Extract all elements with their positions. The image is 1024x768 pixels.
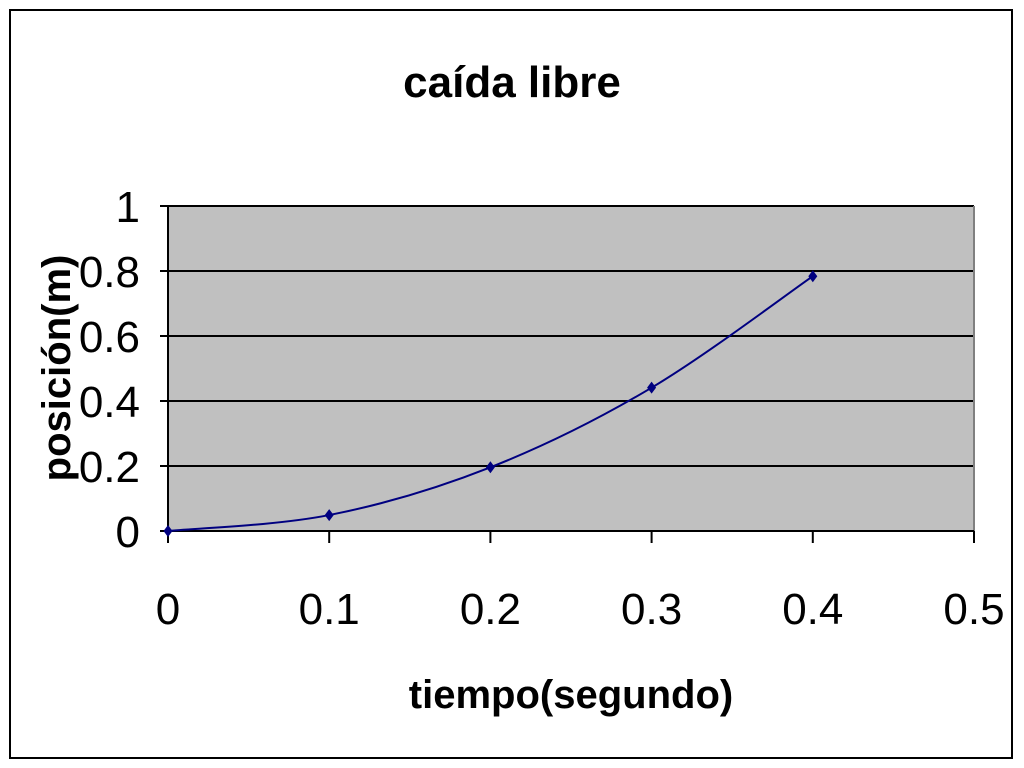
x-tick-label-4: 0.4 xyxy=(782,585,843,634)
x-tick-label-0: 0 xyxy=(156,585,180,634)
data-point-0-0 xyxy=(163,525,173,537)
series-line-0 xyxy=(167,275,814,532)
data-point-0-2 xyxy=(485,461,495,474)
y-tick-label-4: 0.8 xyxy=(79,248,140,297)
y-tick-label-2: 0.4 xyxy=(79,378,140,427)
data-point-0-4 xyxy=(808,270,818,283)
x-axis-title: tiempo(segundo) xyxy=(409,673,733,717)
data-point-0-1 xyxy=(324,509,334,522)
gridlines xyxy=(168,205,974,467)
plot-area xyxy=(168,206,974,531)
y-tick-label-0: 0 xyxy=(116,508,140,557)
x-tick-label-2: 0.2 xyxy=(460,585,521,634)
y-axis-title: posición(m) xyxy=(35,255,79,482)
x-tick-label-3: 0.3 xyxy=(621,585,682,634)
x-tick-label-1: 0.1 xyxy=(299,585,360,634)
series-0 xyxy=(163,270,818,537)
data-point-0-3 xyxy=(647,381,657,394)
chart-title: caída libre xyxy=(403,58,621,107)
axes xyxy=(160,205,975,543)
y-tick-label-3: 0.6 xyxy=(79,313,140,362)
tick-labels: 0 0.2 0.4 0.6 0.8 1 0 0.1 0.2 0.3 0.4 0.5 xyxy=(79,183,1005,634)
y-tick-label-5: 1 xyxy=(116,183,140,232)
y-tick-label-1: 0.2 xyxy=(79,443,140,492)
x-tick-label-5: 0.5 xyxy=(943,585,1004,634)
series-layer xyxy=(163,270,818,537)
